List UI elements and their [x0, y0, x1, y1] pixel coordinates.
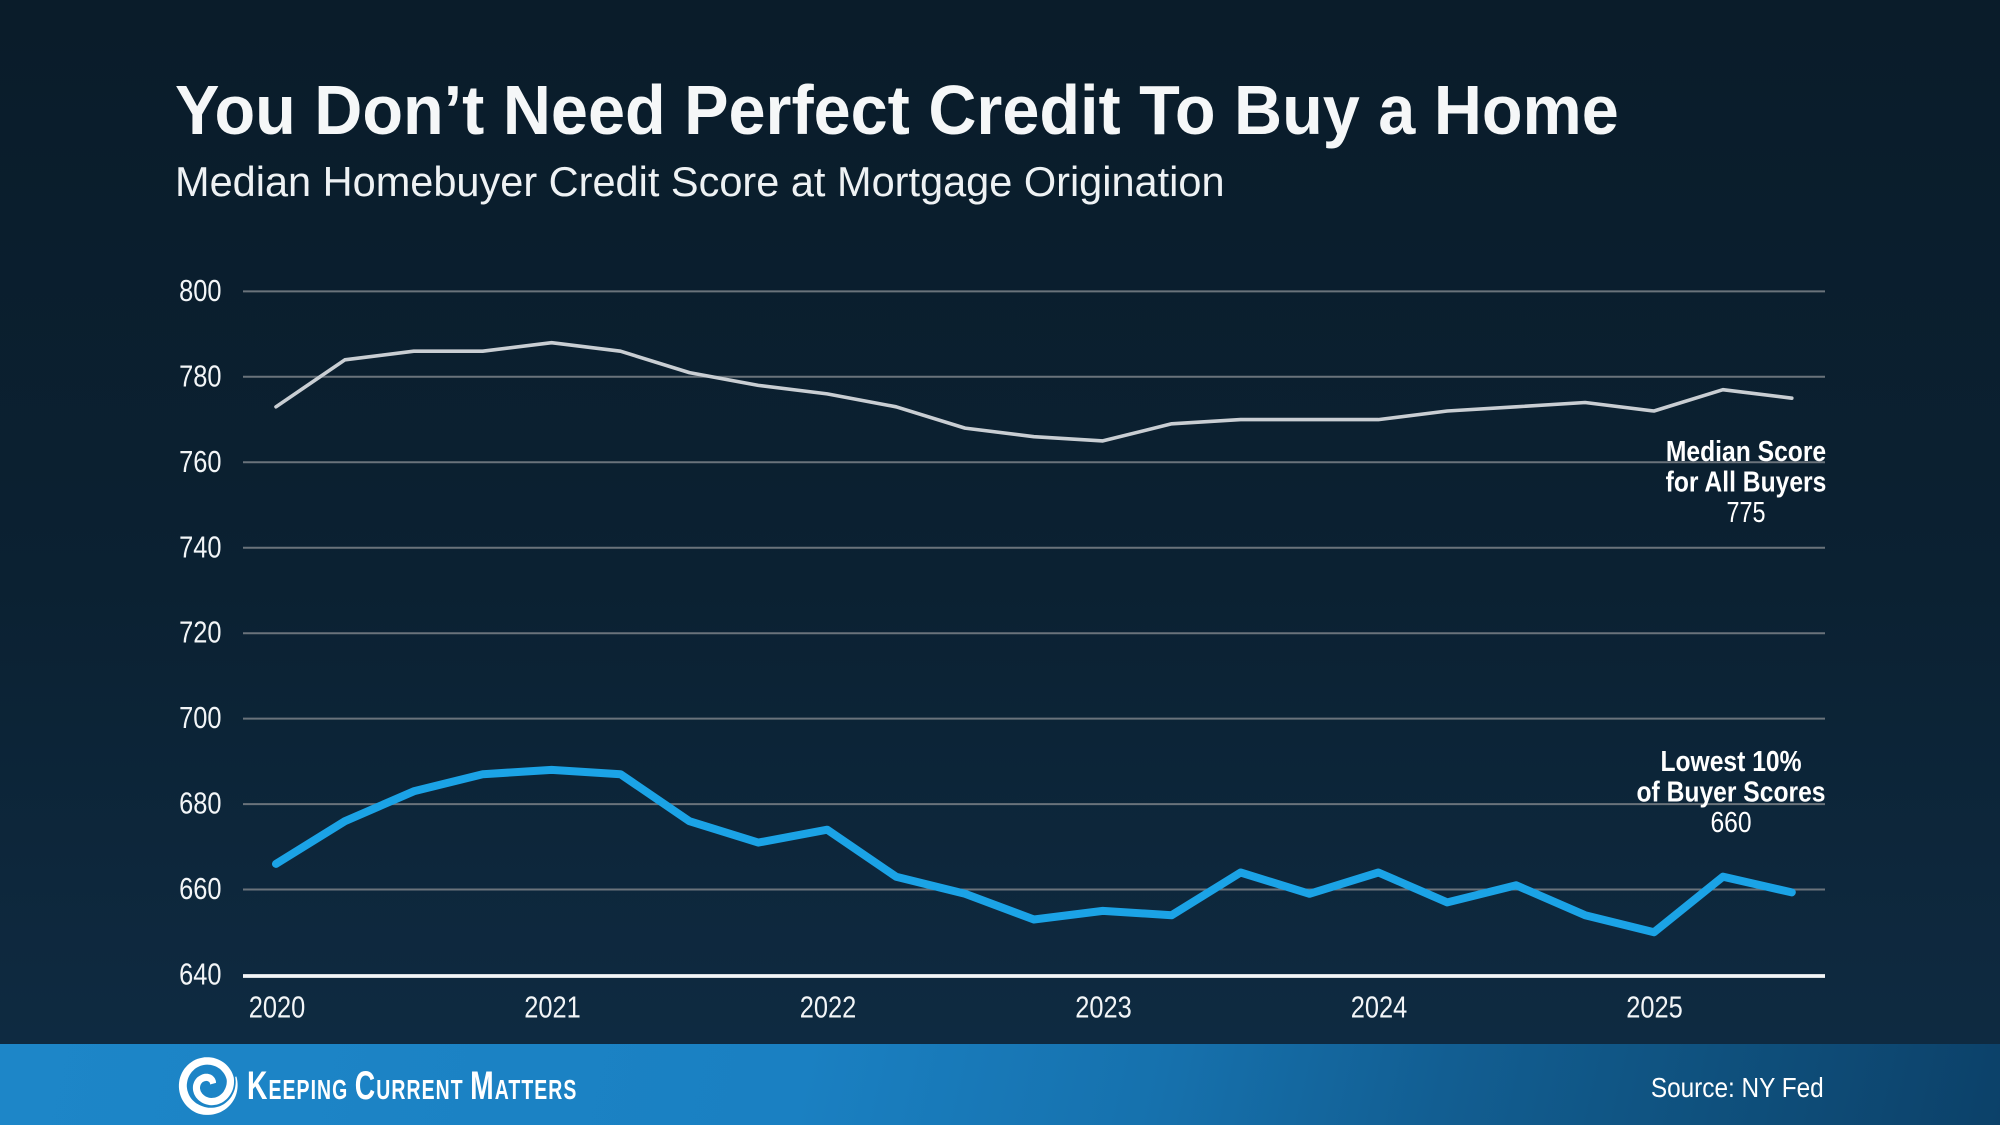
- svg-text:of Buyer Scores: of Buyer Scores: [1637, 777, 1826, 809]
- svg-text:740: 740: [179, 529, 221, 564]
- svg-text:760: 760: [179, 444, 221, 479]
- svg-text:Lowest 10%: Lowest 10%: [1660, 746, 1801, 778]
- svg-text:780: 780: [179, 358, 221, 393]
- svg-text:660: 660: [1710, 807, 1751, 839]
- svg-text:2025: 2025: [1626, 989, 1683, 1024]
- svg-text:640: 640: [179, 957, 221, 992]
- svg-text:2021: 2021: [524, 989, 581, 1024]
- svg-text:2022: 2022: [800, 989, 857, 1024]
- svg-text:720: 720: [179, 615, 221, 650]
- svg-text:2024: 2024: [1351, 989, 1408, 1024]
- svg-text:775: 775: [1727, 497, 1766, 529]
- svg-text:for All Buyers: for All Buyers: [1666, 467, 1827, 499]
- svg-text:800: 800: [179, 273, 221, 308]
- svg-text:700: 700: [179, 700, 221, 735]
- svg-text:2020: 2020: [249, 989, 306, 1024]
- svg-text:Median Score: Median Score: [1666, 436, 1826, 468]
- svg-text:2023: 2023: [1075, 989, 1132, 1024]
- svg-text:680: 680: [179, 786, 221, 821]
- svg-text:660: 660: [179, 871, 221, 906]
